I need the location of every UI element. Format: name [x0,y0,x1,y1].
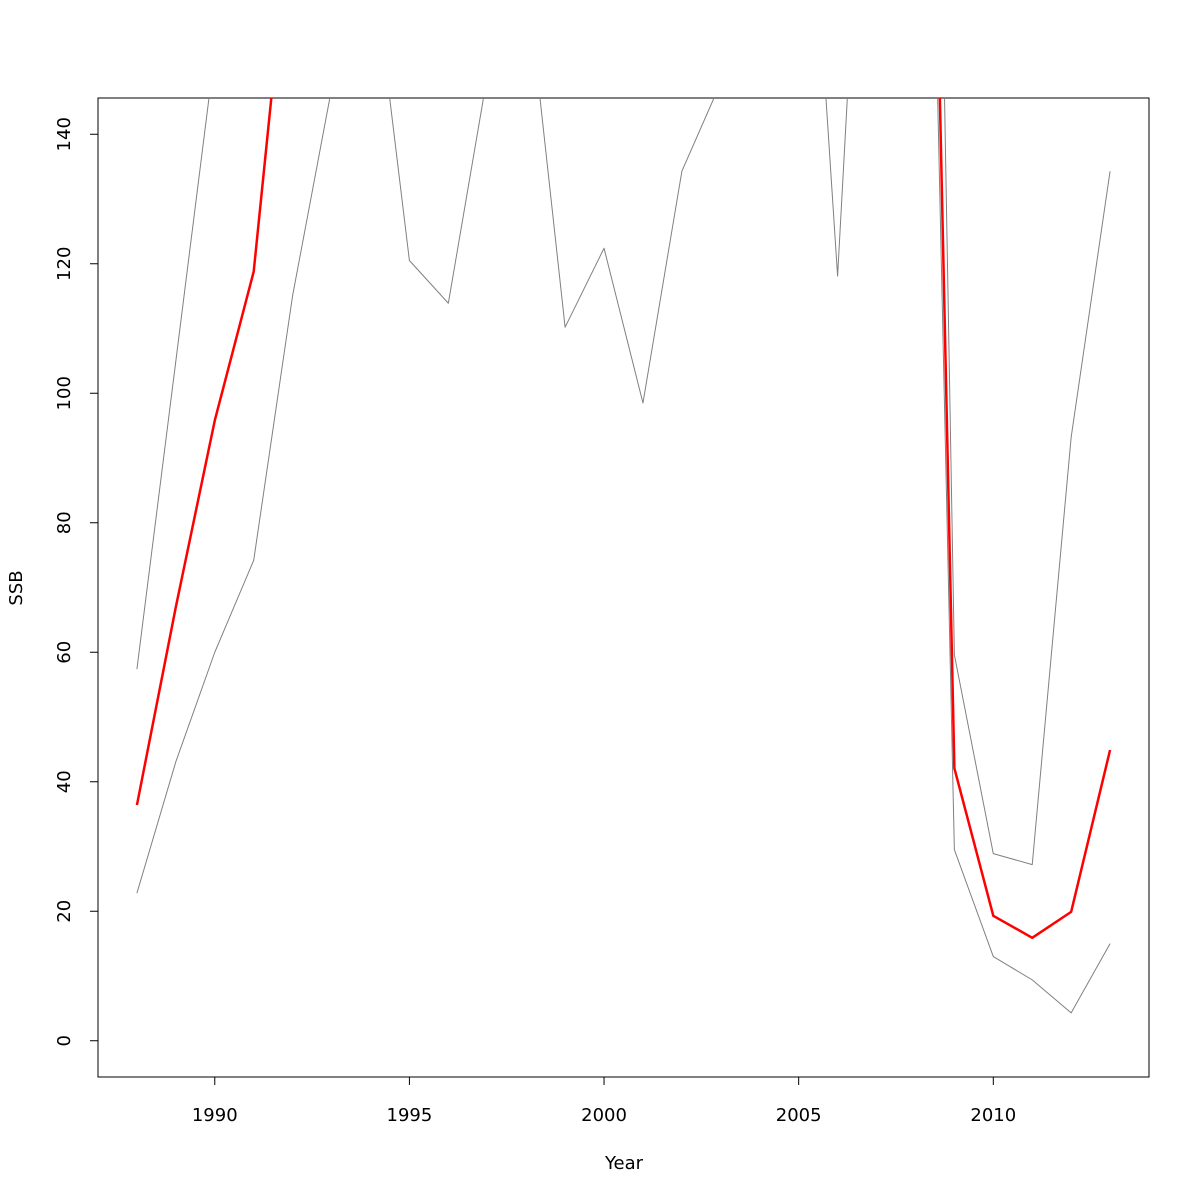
y-axis-label: SSB [6,570,27,605]
y-tick-label: 100 [54,376,75,410]
x-tick-label: 1995 [387,1105,433,1126]
y-tick-label: 80 [54,511,75,534]
plot-area [135,98,1112,1014]
x-tick-label: 2000 [581,1105,627,1126]
y-tick-label: 20 [54,900,75,923]
plot-frame [97,97,1150,1078]
x-tick-label: 2010 [970,1105,1016,1126]
y-tick-label: 140 [54,117,75,151]
y-tick-label: 120 [54,247,75,281]
y-tick-label: 40 [54,770,75,793]
y-tick-label: 0 [54,1035,75,1046]
x-tick-label: 2005 [776,1105,822,1126]
series-line [136,98,1111,1014]
y-tick-label: 60 [54,641,75,664]
series-line [135,98,1112,940]
series-line [136,98,1111,866]
x-axis-label: Year [604,1153,644,1174]
x-tick-label: 1990 [192,1105,238,1126]
